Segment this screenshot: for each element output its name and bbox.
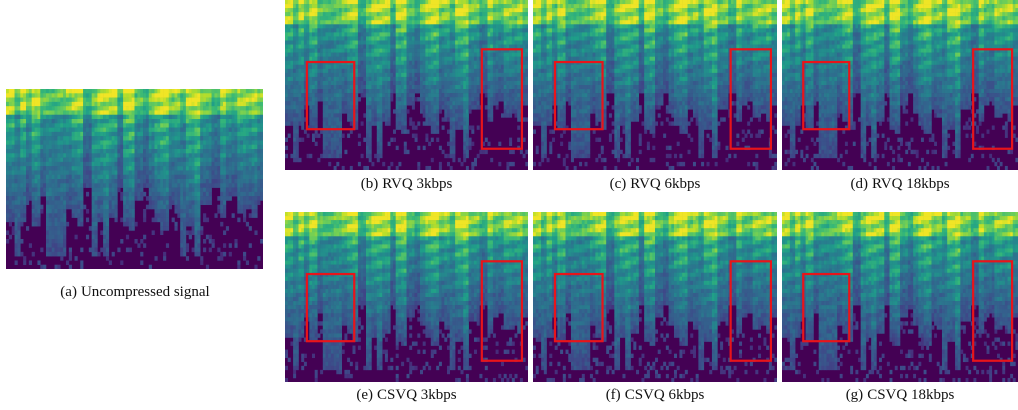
panel-caption: (c) RVQ 6kbps — [533, 175, 777, 193]
highlight-box — [305, 272, 356, 343]
highlight-box — [305, 60, 356, 131]
highlight-box — [553, 60, 604, 131]
panel-caption-text: RVQ 3kbps — [382, 176, 452, 192]
spectrogram-image — [533, 0, 777, 170]
panel-caption-text: CSVQ 3kbps — [377, 387, 457, 403]
panel-label: (f) — [606, 387, 621, 403]
panel-caption: (e) CSVQ 3kbps — [285, 386, 528, 404]
panel-caption-text: Uncompressed signal — [81, 284, 210, 300]
spectrogram-image — [285, 0, 528, 170]
spectrogram-image — [782, 0, 1018, 170]
spectrogram-image — [782, 212, 1018, 382]
highlight-box — [802, 60, 851, 131]
highlight-box — [480, 260, 524, 362]
panel-caption-text: RVQ 18kbps — [872, 176, 950, 192]
panel-label: (b) — [361, 176, 379, 192]
panel-caption: (d) RVQ 18kbps — [782, 175, 1018, 193]
panel-caption: (f) CSVQ 6kbps — [533, 386, 777, 404]
panel-caption-text: RVQ 6kbps — [630, 176, 700, 192]
panel-label: (g) — [846, 387, 864, 403]
highlight-box — [553, 272, 604, 343]
panel-caption: (b) RVQ 3kbps — [285, 175, 528, 193]
panel-caption: (a) Uncompressed signal — [0, 283, 270, 301]
panel-label: (d) — [850, 176, 868, 192]
highlight-box — [729, 260, 772, 362]
panel-caption-text: CSVQ 6kbps — [625, 387, 705, 403]
highlight-box — [972, 260, 1014, 362]
highlight-box — [729, 48, 772, 150]
spectrogram-image — [6, 89, 263, 269]
highlight-box — [480, 48, 524, 150]
panel-label: (a) — [60, 284, 77, 300]
panel-label: (c) — [610, 176, 627, 192]
panel-caption: (g) CSVQ 18kbps — [782, 386, 1018, 404]
panel-caption-text: CSVQ 18kbps — [867, 387, 954, 403]
highlight-box — [802, 272, 851, 343]
highlight-box — [972, 48, 1014, 150]
spectrogram-image — [285, 212, 528, 382]
spectrogram-image — [533, 212, 777, 382]
panel-label: (e) — [356, 387, 373, 403]
